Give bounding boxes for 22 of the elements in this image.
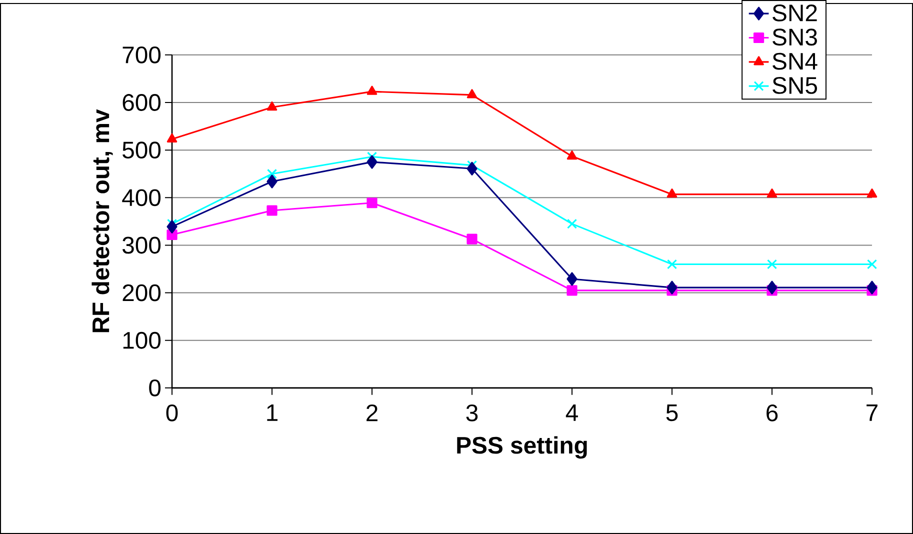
legend-label: SN4 [772, 52, 818, 70]
x-tick-label: 0 [166, 404, 178, 422]
y-axis-title: RF detector out, mv [92, 109, 113, 332]
y-tick-label: 600 [122, 94, 161, 112]
y-tick-label: 0 [149, 380, 161, 396]
y-tick-label: 500 [122, 142, 161, 159]
x-tick-label: 5 [666, 404, 678, 422]
legend-label: SN3 [772, 28, 817, 46]
y-tick-label: 200 [122, 284, 161, 302]
y-tick-label: 400 [122, 189, 161, 206]
x-tick-label: 6 [766, 404, 778, 422]
x-axis-title: PSS setting [457, 436, 587, 459]
x-tick-label: 7 [866, 404, 878, 421]
x-tick-label: 2 [366, 404, 378, 422]
y-tick-label: 300 [122, 236, 161, 254]
legend-label: SN2 [772, 4, 817, 22]
legend-label: SN5 [772, 77, 818, 94]
y-tick-label: 100 [123, 332, 161, 349]
x-tick-label: 3 [466, 404, 478, 422]
x-tick-label: 4 [566, 404, 578, 421]
y-tick-label: 700 [122, 46, 161, 64]
x-tick-label: 1 [267, 404, 278, 421]
